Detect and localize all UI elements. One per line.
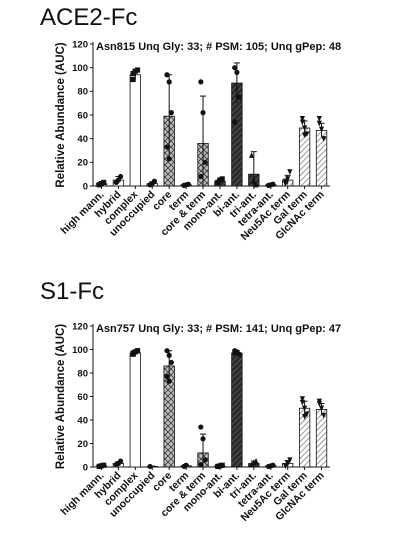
data-point: [249, 152, 255, 158]
data-point: [117, 458, 124, 464]
data-point: [321, 136, 327, 142]
data-point: [253, 181, 259, 188]
bar: [129, 74, 141, 187]
bar: [315, 409, 328, 468]
data-point: [234, 69, 240, 75]
data-point: [236, 94, 242, 100]
data-point: [270, 462, 276, 468]
y-tick-label: 60: [77, 392, 88, 403]
data-point: [164, 373, 170, 380]
data-point: [253, 458, 259, 464]
panel-title-s1: S1-Fc: [40, 278, 105, 305]
bar: [315, 129, 328, 187]
data-point: [302, 405, 308, 412]
data-point: [166, 378, 172, 384]
data-point: [134, 348, 141, 354]
data-point: [202, 457, 208, 463]
data-point: [164, 72, 170, 78]
data-point: [316, 120, 322, 127]
data-point: [302, 413, 308, 420]
data-point: [134, 67, 141, 73]
data-point: [202, 159, 208, 165]
data-point: [168, 110, 174, 116]
data-point: [164, 144, 170, 150]
data-point: [251, 178, 257, 184]
y-tick-label: 80: [77, 87, 88, 98]
data-point: [130, 350, 136, 356]
data-point: [318, 405, 325, 412]
data-point: [285, 460, 291, 467]
data-point: [198, 79, 204, 85]
data-point: [198, 173, 204, 180]
y-tick-label: 0: [83, 462, 88, 473]
y-tick-label: 120: [72, 39, 88, 50]
data-point: [302, 125, 308, 132]
data-point: [166, 156, 172, 162]
data-point: [164, 348, 170, 354]
data-point: [232, 119, 238, 125]
panel-title-ace2: ACE2-Fc: [40, 4, 138, 31]
y-tick-label: 120: [72, 321, 88, 332]
data-point: [232, 65, 238, 71]
data-point: [287, 457, 293, 464]
y-tick-label: 100: [72, 345, 88, 356]
data-point: [198, 462, 204, 468]
bar: [129, 352, 141, 468]
chart-annotation: Asn815 Unq Gly: 33; # PSM: 105; Unq gPep…: [96, 41, 341, 53]
y-axis-label: Relative Abundance (AUC): [55, 42, 67, 187]
data-point: [147, 463, 153, 470]
data-point: [117, 173, 124, 180]
data-point: [130, 70, 136, 77]
data-point: [200, 110, 206, 116]
y-tick-label: 40: [77, 134, 88, 145]
y-tick-label: 80: [77, 368, 88, 379]
data-point: [101, 179, 107, 186]
y-tick-label: 40: [77, 415, 88, 426]
y-tick-label: 0: [83, 181, 88, 192]
data-point: [316, 398, 322, 405]
data-point: [101, 462, 107, 468]
data-point: [130, 76, 136, 83]
data-point: [299, 396, 306, 402]
data-point: [299, 115, 306, 122]
data-point: [316, 115, 322, 122]
data-point: [219, 176, 225, 182]
data-point: [185, 181, 191, 187]
data-point: [198, 424, 204, 430]
data-point: [299, 399, 306, 406]
bar: [231, 352, 243, 468]
y-tick-label: 100: [72, 63, 88, 74]
data-point: [299, 119, 306, 126]
data-point: [166, 79, 172, 85]
data-point: [270, 181, 276, 187]
data-point: [151, 178, 158, 184]
data-point: [219, 462, 225, 468]
y-tick-label: 20: [77, 158, 88, 169]
data-point: [236, 351, 242, 357]
y-tick-label: 60: [77, 110, 88, 121]
data-point: [168, 359, 174, 366]
data-point: [200, 436, 206, 442]
data-point: [232, 350, 238, 356]
chart-annotation: Asn757 Unq Gly: 33; # PSM: 141; Unq gPep…: [96, 323, 341, 335]
data-point: [282, 178, 289, 185]
data-point: [166, 352, 172, 358]
data-point: [282, 463, 289, 469]
data-point: [287, 169, 293, 175]
data-point: [321, 412, 327, 419]
y-axis-label: Relative Abundance (AUC): [55, 324, 67, 469]
data-point: [318, 126, 325, 133]
data-point: [183, 462, 189, 468]
data-point: [302, 132, 308, 139]
y-tick-label: 20: [77, 439, 88, 450]
